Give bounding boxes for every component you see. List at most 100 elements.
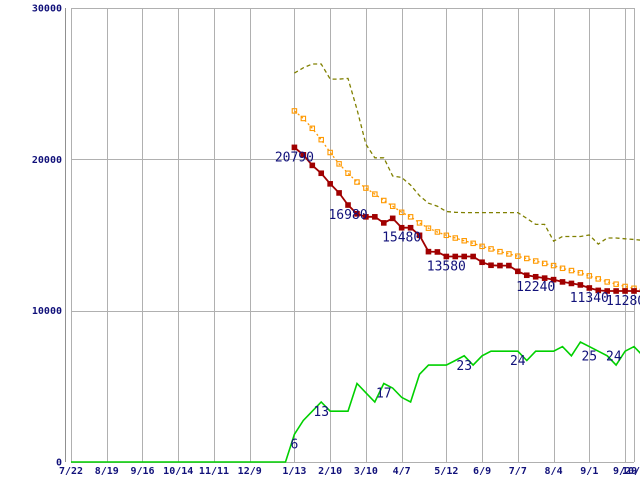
series-marker-red-price: [568, 280, 575, 287]
series-marker-red-price: [345, 202, 351, 208]
series-marker-orange-avg: [461, 238, 467, 244]
x-tick-label: 10/6: [622, 466, 640, 477]
series-marker-red-price: [354, 211, 360, 217]
series-marker-orange-avg: [354, 179, 360, 185]
series-marker-red-price: [559, 279, 566, 285]
data-point-label: 15480: [382, 231, 421, 246]
series-marker-red-price: [461, 253, 468, 260]
series-marker-orange-avg: [541, 260, 548, 267]
series-marker-red-price: [506, 262, 512, 269]
series-marker-orange-avg: [309, 125, 316, 132]
x-tick-label: 6/9: [473, 466, 491, 477]
series-marker-red-price: [398, 224, 405, 231]
series-marker-red-price: [577, 282, 584, 288]
series-marker-orange-avg: [452, 235, 459, 241]
x-tick-label: 5/12: [434, 466, 458, 477]
x-tick-label: 9/1: [580, 466, 598, 477]
series-marker-red-price: [380, 220, 387, 226]
series-marker-red-price: [327, 181, 333, 187]
series-marker-orange-avg: [345, 170, 351, 177]
series-marker-orange-avg: [372, 191, 378, 197]
series-marker-orange-avg: [613, 281, 619, 287]
series-marker-orange-avg: [497, 248, 503, 255]
series-line-orange-avg: [293, 110, 640, 290]
series-marker-orange-avg: [389, 203, 396, 209]
series-marker-orange-avg: [470, 240, 476, 247]
data-point-label: 6: [290, 437, 298, 452]
data-point-label: 11280: [606, 294, 640, 309]
data-point-label: 13580: [427, 259, 466, 274]
series-marker-orange-avg: [407, 214, 414, 220]
series-marker-red-price: [479, 259, 485, 266]
series-marker-red-price: [416, 232, 423, 239]
y-tick-label: 10000: [32, 306, 62, 317]
series-marker-orange-avg: [604, 279, 610, 285]
series-marker-orange-avg: [577, 270, 584, 276]
x-tick-label: 12/9: [238, 466, 262, 477]
series-marker-orange-avg: [443, 232, 450, 239]
x-tick-label: 2/10: [318, 466, 342, 477]
series-marker-red-price: [586, 285, 593, 291]
series-marker-red-price: [300, 151, 307, 158]
series-marker-red-price: [497, 262, 503, 269]
x-tick-label: 9/29: [613, 466, 637, 477]
series-marker-orange-avg: [425, 225, 432, 231]
series-marker-orange-avg: [416, 220, 423, 226]
series-marker-red-price: [488, 262, 494, 269]
series-marker-orange-avg: [479, 243, 485, 250]
series-marker-orange-avg: [568, 267, 575, 274]
series-marker-orange-avg: [515, 253, 521, 259]
x-tick-label: 7/7: [509, 466, 527, 477]
series-marker-red-price: [363, 214, 369, 220]
data-point-label: 11340: [570, 291, 609, 306]
series-marker-red-price: [318, 170, 325, 177]
series-marker-red-price: [452, 253, 459, 260]
series-marker-red-price: [291, 144, 298, 151]
series-marker-red-price: [309, 162, 316, 169]
x-tick-label: 9/16: [130, 466, 154, 477]
series-marker-red-price: [425, 248, 432, 255]
series-line-red-price: [293, 146, 640, 293]
series-marker-red-price: [622, 288, 628, 294]
series-line-olive-max: [294, 63, 640, 245]
data-point-label: 23: [456, 359, 472, 374]
series-marker-red-price: [595, 287, 602, 294]
series-marker-orange-avg: [336, 161, 342, 167]
series-marker-orange-avg: [550, 262, 557, 269]
series-marker-red-price: [470, 253, 476, 260]
x-tick-label: 8/4: [545, 466, 563, 477]
data-point-label: 16980: [328, 208, 367, 223]
series-marker-orange-avg: [524, 255, 530, 262]
data-point-label: 24: [606, 350, 622, 365]
x-tick-label: 4/7: [393, 466, 411, 477]
x-tick-label: 7/22: [59, 466, 83, 477]
data-point-label: 20790: [275, 150, 314, 165]
series-marker-red-price: [407, 224, 414, 231]
y-tick-label: 30000: [32, 4, 62, 15]
series-line-green-count: [71, 340, 640, 463]
series-marker-orange-avg: [291, 108, 298, 114]
x-tick-label: 10/14: [163, 466, 193, 477]
y-tick-label: 20000: [32, 155, 62, 166]
x-tick-label: 8/19: [95, 466, 119, 477]
series-marker-orange-avg: [559, 265, 566, 272]
series-marker-red-price: [532, 273, 539, 280]
series-marker-orange-avg: [327, 149, 333, 156]
series-marker-orange-avg: [506, 251, 512, 257]
series-marker-orange-avg: [398, 209, 405, 216]
series-marker-orange-avg: [300, 115, 307, 122]
series-marker-orange-avg: [318, 136, 324, 143]
series-marker-red-price: [550, 276, 557, 283]
data-point-label: 13: [313, 405, 329, 420]
series-marker-red-price: [541, 275, 548, 281]
data-point-label: 25: [581, 350, 597, 365]
data-point-label: 24: [510, 354, 526, 369]
series-marker-orange-avg: [532, 258, 539, 264]
series-marker-orange-avg: [586, 273, 593, 279]
series-marker-red-price: [631, 288, 637, 294]
series-marker-red-price: [443, 253, 450, 260]
series-marker-red-price: [389, 215, 396, 222]
series-marker-red-price: [523, 272, 530, 279]
